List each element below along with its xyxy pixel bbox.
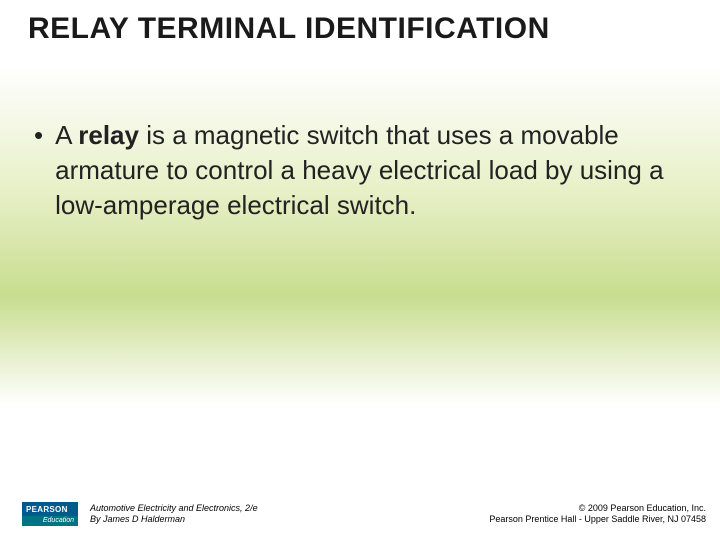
pearson-logo-bottom: Education (22, 516, 78, 526)
slide-footer: PEARSON Education Automotive Electricity… (0, 488, 720, 540)
bullet-marker-icon: • (34, 118, 43, 153)
footer-left: Automotive Electricity and Electronics, … (90, 503, 258, 526)
bullet-rest: is a magnetic switch that uses a movable… (55, 120, 663, 220)
slide-title: RELAY TERMINAL IDENTIFICATION (28, 12, 550, 46)
bullet-item: • A relay is a magnetic switch that uses… (34, 118, 670, 223)
footer-right: © 2009 Pearson Education, Inc. Pearson P… (489, 503, 706, 526)
pearson-logo-icon: PEARSON Education (22, 502, 78, 526)
book-title: Automotive Electricity and Electronics, … (90, 503, 258, 514)
bullet-bold-word: relay (78, 120, 139, 150)
pearson-logo-top: PEARSON (22, 502, 78, 516)
publisher-line: Pearson Prentice Hall - Upper Saddle Riv… (489, 514, 706, 525)
bullet-text: A relay is a magnetic switch that uses a… (55, 118, 670, 223)
slide-body: • A relay is a magnetic switch that uses… (34, 118, 670, 223)
copyright-line: © 2009 Pearson Education, Inc. (489, 503, 706, 514)
slide: RELAY TERMINAL IDENTIFICATION • A relay … (0, 0, 720, 540)
book-author: By James D Halderman (90, 514, 258, 525)
bullet-prefix: A (55, 120, 78, 150)
